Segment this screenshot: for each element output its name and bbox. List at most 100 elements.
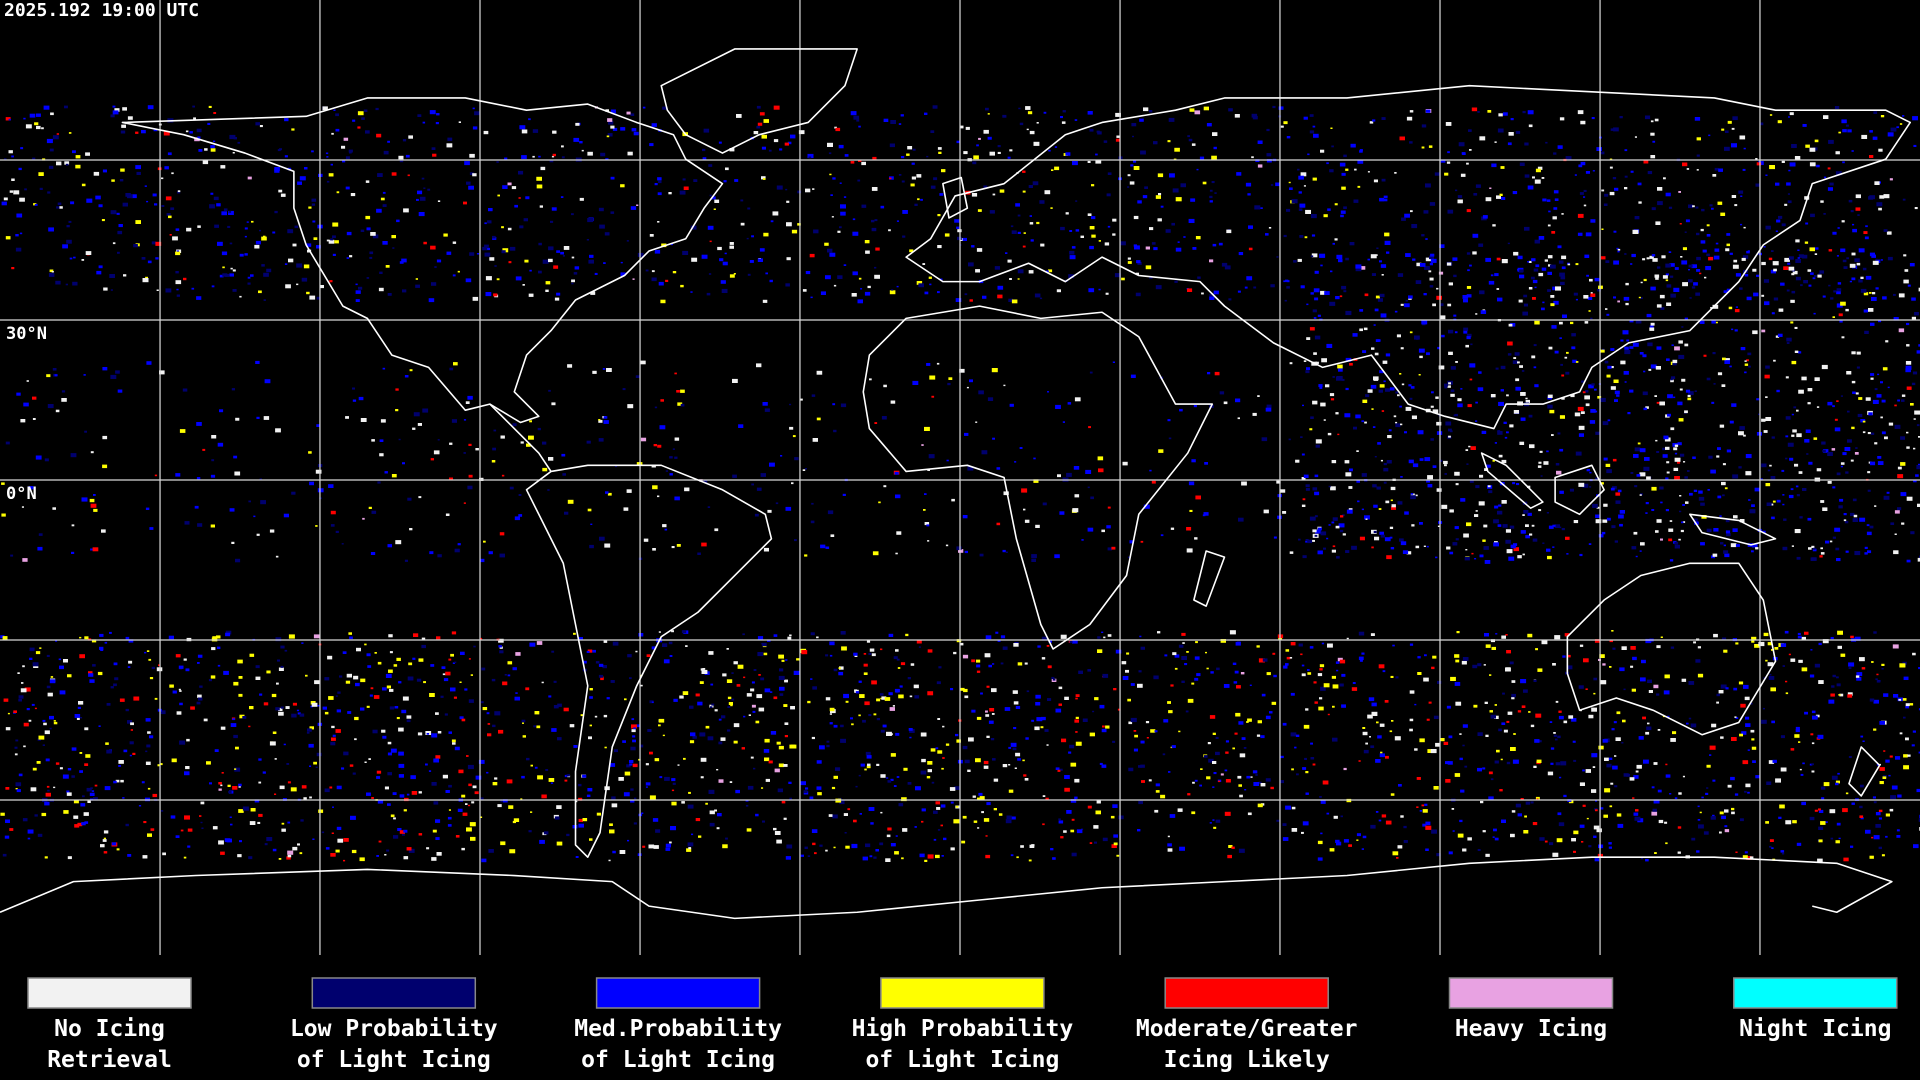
- icing-pixel: [214, 826, 217, 829]
- icing-pixel: [1653, 684, 1659, 689]
- icing-pixel: [193, 117, 196, 120]
- icing-pixel: [484, 252, 491, 257]
- icing-pixel: [1754, 644, 1760, 648]
- icing-pixel: [1856, 677, 1862, 681]
- icing-pixel: [1552, 546, 1555, 548]
- icing-pixel: [1457, 195, 1463, 199]
- icing-pixel: [964, 293, 968, 296]
- icing-pixel: [220, 726, 226, 730]
- icing-pixel: [1867, 471, 1871, 474]
- icing-pixel: [1214, 371, 1220, 376]
- icing-pixel: [92, 547, 99, 552]
- icing-pixel: [1107, 547, 1112, 551]
- icing-pixel: [1568, 715, 1574, 719]
- icing-pixel: [1556, 838, 1563, 843]
- icing-pixel: [562, 473, 566, 476]
- icing-pixel: [345, 416, 349, 419]
- icing-pixel: [1559, 490, 1564, 494]
- icing-pixel: [740, 199, 744, 202]
- icing-pixel: [123, 274, 127, 277]
- icing-pixel: [1682, 504, 1685, 506]
- icing-pixel: [1624, 187, 1628, 190]
- icing-pixel: [234, 767, 241, 772]
- icing-pixel: [1742, 855, 1748, 859]
- icing-pixel: [1247, 812, 1252, 816]
- icing-pixel: [4, 158, 7, 161]
- icing-pixel: [112, 105, 116, 108]
- icing-pixel: [1739, 519, 1745, 523]
- icing-pixel: [352, 399, 357, 402]
- icing-pixel: [396, 219, 400, 223]
- icing-pixel: [1802, 254, 1808, 259]
- icing-pixel: [1257, 720, 1262, 724]
- icing-pixel: [71, 551, 75, 554]
- icing-pixel: [276, 682, 279, 685]
- icing-pixel: [717, 246, 722, 251]
- icing-pixel: [1309, 130, 1315, 134]
- icing-pixel: [680, 403, 685, 407]
- icing-pixel: [399, 261, 404, 264]
- icing-pixel: [404, 559, 408, 562]
- icing-pixel: [1383, 463, 1387, 466]
- icing-pixel: [1745, 471, 1752, 476]
- icing-pixel: [807, 700, 811, 704]
- icing-pixel: [867, 763, 871, 766]
- icing-pixel: [1387, 435, 1392, 439]
- icing-pixel: [1738, 466, 1742, 469]
- icing-pixel: [1851, 252, 1856, 256]
- icing-pixel: [940, 824, 943, 827]
- icing-pixel: [839, 800, 845, 805]
- icing-pixel: [1257, 395, 1260, 397]
- icing-pixel: [1845, 471, 1849, 474]
- icing-pixel: [1658, 819, 1664, 824]
- icing-pixel: [626, 489, 632, 493]
- icing-pixel: [1578, 164, 1583, 168]
- icing-pixel: [1462, 657, 1469, 661]
- icing-pixel: [1869, 855, 1874, 859]
- icing-pixel: [1112, 233, 1116, 236]
- icing-pixel: [1323, 547, 1326, 550]
- icing-pixel: [1383, 195, 1388, 199]
- icing-pixel: [1916, 350, 1920, 354]
- icing-pixel: [1266, 404, 1272, 409]
- icing-pixel: [753, 767, 756, 770]
- icing-pixel: [760, 677, 765, 681]
- icing-pixel: [1370, 254, 1377, 259]
- icing-pixel: [620, 127, 626, 131]
- icing-pixel: [115, 779, 120, 783]
- icing-pixel: [380, 197, 385, 201]
- icing-pixel: [1390, 793, 1395, 796]
- icing-pixel: [1539, 837, 1545, 841]
- icing-pixel: [1726, 243, 1730, 247]
- icing-pixel: [1492, 460, 1495, 462]
- icing-pixel: [1651, 786, 1655, 789]
- icing-pixel: [1129, 181, 1135, 185]
- icing-pixel: [375, 107, 379, 111]
- icing-pixel: [906, 153, 910, 156]
- icing-pixel: [1843, 857, 1849, 862]
- icing-pixel: [1422, 809, 1428, 813]
- icing-pixel: [1643, 466, 1650, 471]
- icing-pixel: [1636, 764, 1642, 769]
- icing-pixel: [662, 106, 667, 110]
- icing-pixel: [937, 718, 941, 720]
- icing-pixel: [1305, 370, 1310, 374]
- icing-pixel: [1559, 272, 1565, 277]
- icing-pixel: [1647, 722, 1650, 725]
- icing-pixel: [1459, 733, 1462, 735]
- icing-pixel: [15, 782, 22, 787]
- icing-pixel: [1645, 638, 1652, 644]
- icing-pixel: [238, 676, 243, 679]
- icing-pixel: [1566, 553, 1569, 555]
- icing-pixel: [890, 400, 896, 404]
- icing-pixel: [1153, 141, 1158, 145]
- icing-pixel: [1377, 298, 1383, 302]
- icing-pixel: [266, 670, 271, 674]
- icing-pixel: [246, 221, 249, 223]
- icing-pixel: [1517, 388, 1521, 391]
- icing-pixel: [127, 116, 133, 120]
- icing-pixel: [1224, 811, 1231, 816]
- icing-pixel: [1726, 288, 1730, 291]
- icing-pixel: [1467, 269, 1470, 272]
- icing-pixel: [1665, 192, 1671, 197]
